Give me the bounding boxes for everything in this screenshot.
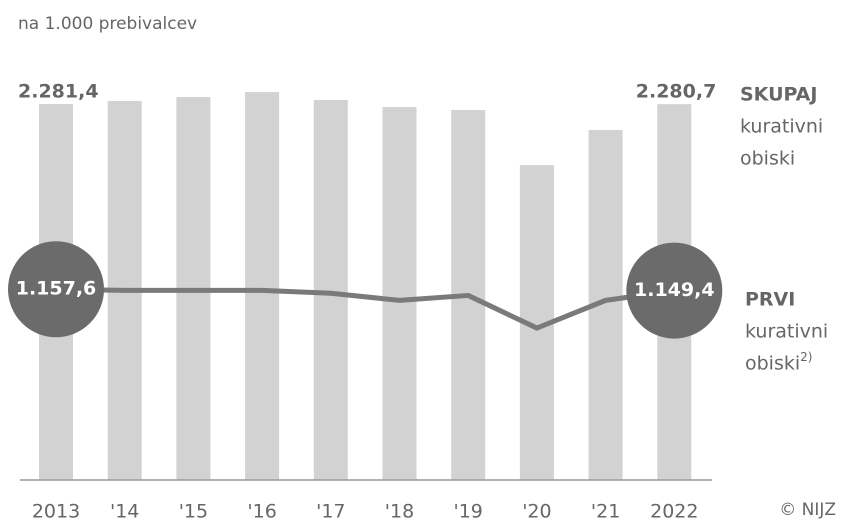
x-tick-label: '19: [453, 501, 482, 523]
legend-text: kurativni: [740, 116, 823, 138]
subtitle: na 1.000 prebivalcev: [18, 14, 197, 34]
legend-text: obiski2): [745, 350, 812, 375]
legend-title: PRVI: [745, 289, 795, 311]
bar: [382, 107, 417, 480]
value-label: 1.157,6: [16, 278, 97, 300]
source: © NIJZ: [779, 500, 836, 520]
marker: [8, 241, 104, 338]
x-tick-label: '21: [591, 501, 620, 523]
x-tick-label: '16: [247, 501, 276, 523]
bar: [313, 99, 348, 480]
x-tick-label: 2022: [650, 501, 698, 523]
value-label: 2.281,4: [18, 81, 99, 103]
legend-text: kurativni: [745, 321, 828, 343]
x-tick-label: '17: [316, 501, 345, 523]
x-tick-label: '15: [179, 501, 208, 523]
x-tick-label: '18: [385, 501, 414, 523]
legend-text: obiski: [740, 148, 795, 170]
legend-title: SKUPAJ: [740, 84, 817, 106]
marker: [626, 242, 723, 339]
x-tick-label: '20: [522, 501, 551, 523]
note-marker: 2): [800, 350, 812, 364]
bar: [245, 92, 280, 480]
line: [55, 286, 675, 331]
value-label: 2.280,7: [636, 81, 717, 103]
x-tick-label: '14: [110, 501, 139, 523]
value-label: 1.149,4: [634, 279, 715, 301]
x-tick-label: 2013: [32, 501, 80, 523]
